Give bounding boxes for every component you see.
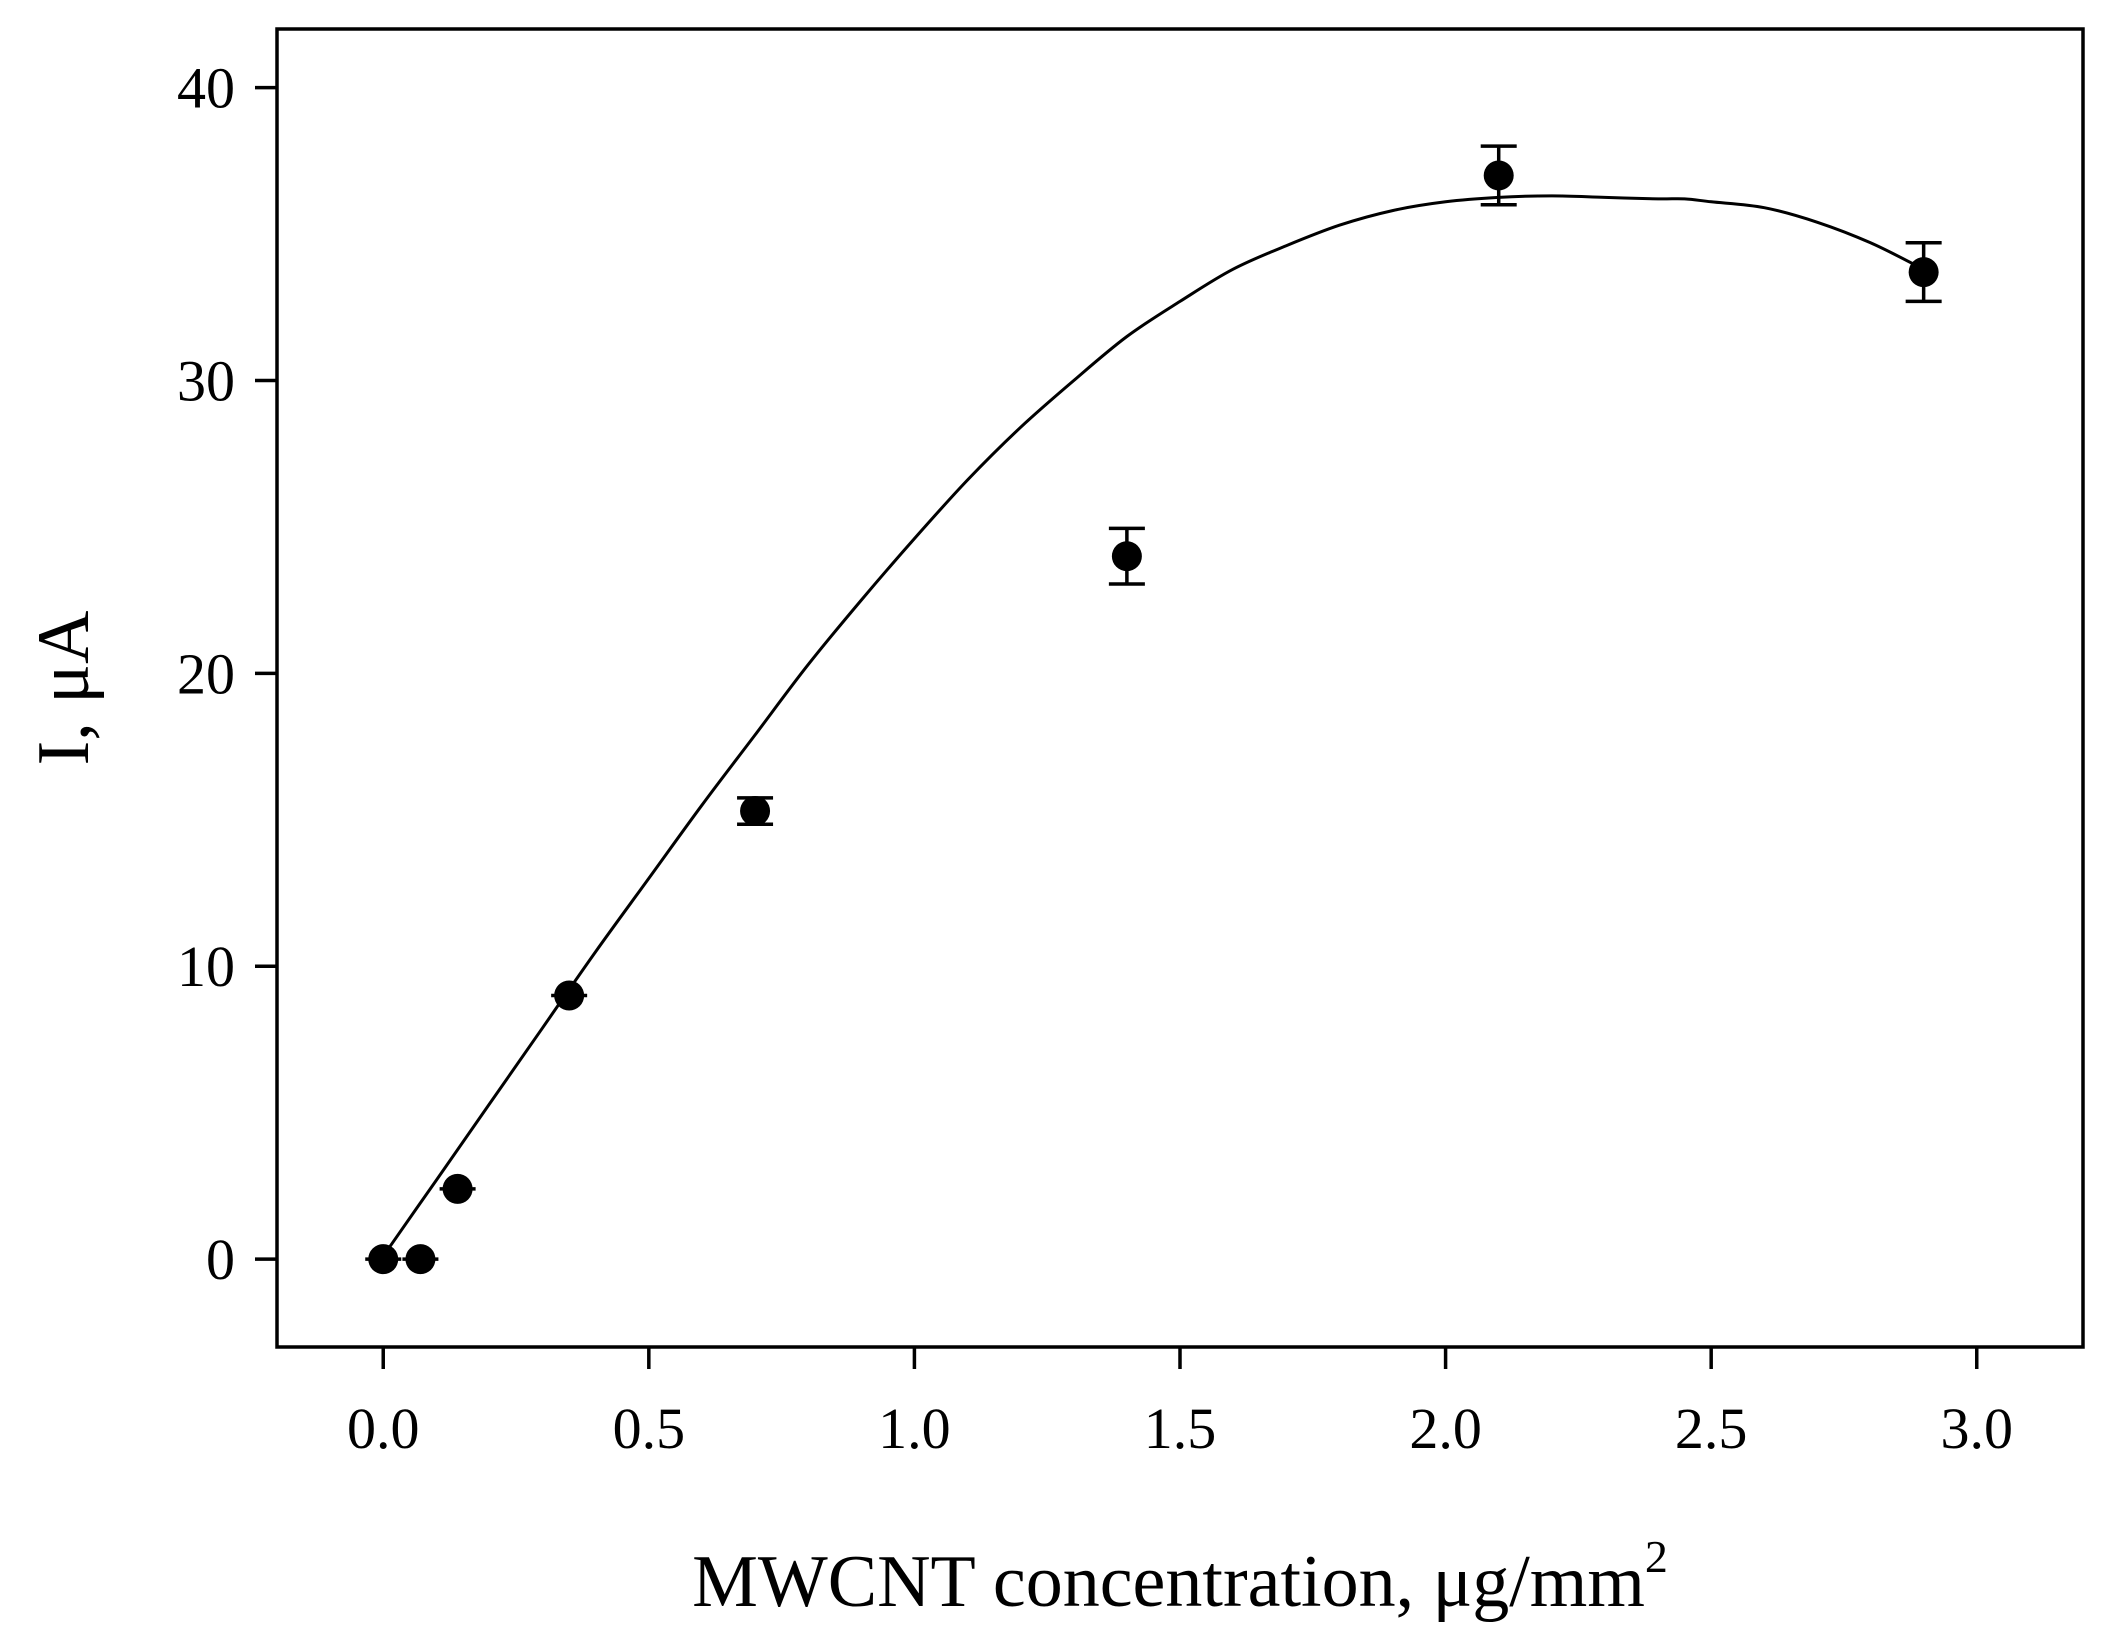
x-tick-label: 3.0 xyxy=(1941,1396,2014,1461)
y-tick-label: 40 xyxy=(177,56,235,121)
data-point xyxy=(551,980,588,1011)
data-point-marker xyxy=(740,796,771,827)
data-point-marker xyxy=(368,1244,399,1275)
x-axis-title: MWCNT concentration, μg/mm2 xyxy=(692,1531,1668,1623)
y-tick-label: 0 xyxy=(206,1227,235,1292)
fit-curve xyxy=(381,194,1925,1258)
x-tick-label: 0.0 xyxy=(347,1396,420,1461)
x-tick-label: 1.5 xyxy=(1144,1396,1217,1461)
data-point-marker xyxy=(442,1173,473,1204)
data-point-marker xyxy=(1111,541,1142,572)
plot-frame xyxy=(275,27,2085,1349)
y-tick-label: 20 xyxy=(177,641,235,706)
x-tick-label: 1.0 xyxy=(878,1396,951,1461)
x-tick-label: 2.0 xyxy=(1409,1396,1482,1461)
data-point xyxy=(1108,526,1145,586)
data-point-marker xyxy=(554,980,585,1011)
data-point-marker xyxy=(1483,160,1514,191)
y-axis: 0 10 20 30 40 xyxy=(177,56,277,1292)
data-point xyxy=(439,1173,476,1204)
data-point-marker xyxy=(405,1244,436,1275)
fit-curve-layer xyxy=(381,194,1925,1258)
y-axis-title: I, μA xyxy=(23,611,105,766)
x-axis-title-text: MWCNT concentration, μg/mm xyxy=(692,1541,1645,1623)
data-point xyxy=(365,1244,402,1275)
y-tick-label: 10 xyxy=(177,934,235,999)
data-point xyxy=(1905,241,1942,304)
x-tick-label: 0.5 xyxy=(613,1396,686,1461)
data-point xyxy=(1480,144,1517,207)
data-points-layer xyxy=(365,144,1942,1275)
x-tick-label: 2.5 xyxy=(1675,1396,1748,1461)
y-tick-label: 30 xyxy=(177,348,235,413)
x-axis: 0.0 0.5 1.0 1.5 2.0 2.5 3.0 xyxy=(347,1347,2013,1461)
data-point xyxy=(737,796,774,827)
data-point-marker xyxy=(1908,257,1939,288)
data-point xyxy=(402,1244,439,1275)
x-axis-title-superscript: 2 xyxy=(1645,1531,1668,1582)
